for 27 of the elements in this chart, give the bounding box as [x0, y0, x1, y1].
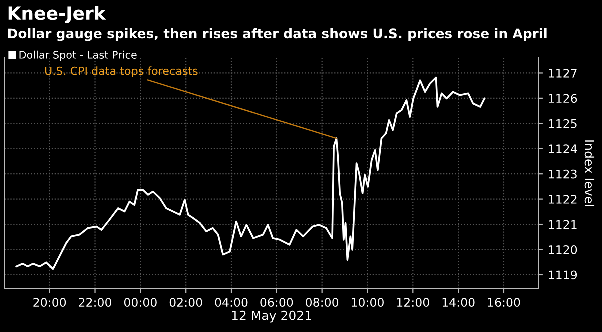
- y-tick-label: 1124: [549, 144, 578, 154]
- x-tick-label: 12:00: [397, 298, 430, 308]
- y-tick-label: 1121: [549, 220, 577, 230]
- y-tick-label: 1127: [549, 68, 577, 78]
- y-tick-label: 1122: [549, 195, 577, 204]
- y-tick-label: 1119: [549, 270, 578, 280]
- x-axis-title: 12 May 2021: [232, 310, 312, 323]
- y-tick-label: 1125: [549, 119, 577, 128]
- line-series: [16, 76, 486, 270]
- x-tick-label: 00:00: [124, 298, 157, 308]
- x-tick-label: 20:00: [34, 298, 66, 308]
- y-tick-label: 1123: [549, 170, 577, 179]
- annotation: U.S. CPI data tops forecasts: [45, 66, 198, 78]
- x-tick-label: 04:00: [215, 298, 248, 308]
- x-tick-label: 10:00: [352, 298, 384, 308]
- x-tick-label: 22:00: [79, 298, 112, 308]
- legend-label: Dollar Spot - Last Price: [20, 50, 137, 61]
- x-tick-label: 08:00: [306, 298, 339, 308]
- y-tick-label: 1126: [549, 94, 578, 104]
- x-tick-label: 14:00: [442, 298, 475, 308]
- x-tick-label: 06:00: [260, 298, 294, 308]
- x-tick-label: 02:00: [170, 298, 202, 308]
- x-tick-label: 16:00: [488, 298, 520, 308]
- y-tick-label: 1120: [549, 245, 578, 254]
- chart-title: Knee-Jerk: [8, 6, 106, 24]
- y-axis-title: Index level: [584, 140, 595, 206]
- chart-subtitle: Dollar gauge spikes, then rises after data shows U.S. prices rose in April: [8, 28, 547, 42]
